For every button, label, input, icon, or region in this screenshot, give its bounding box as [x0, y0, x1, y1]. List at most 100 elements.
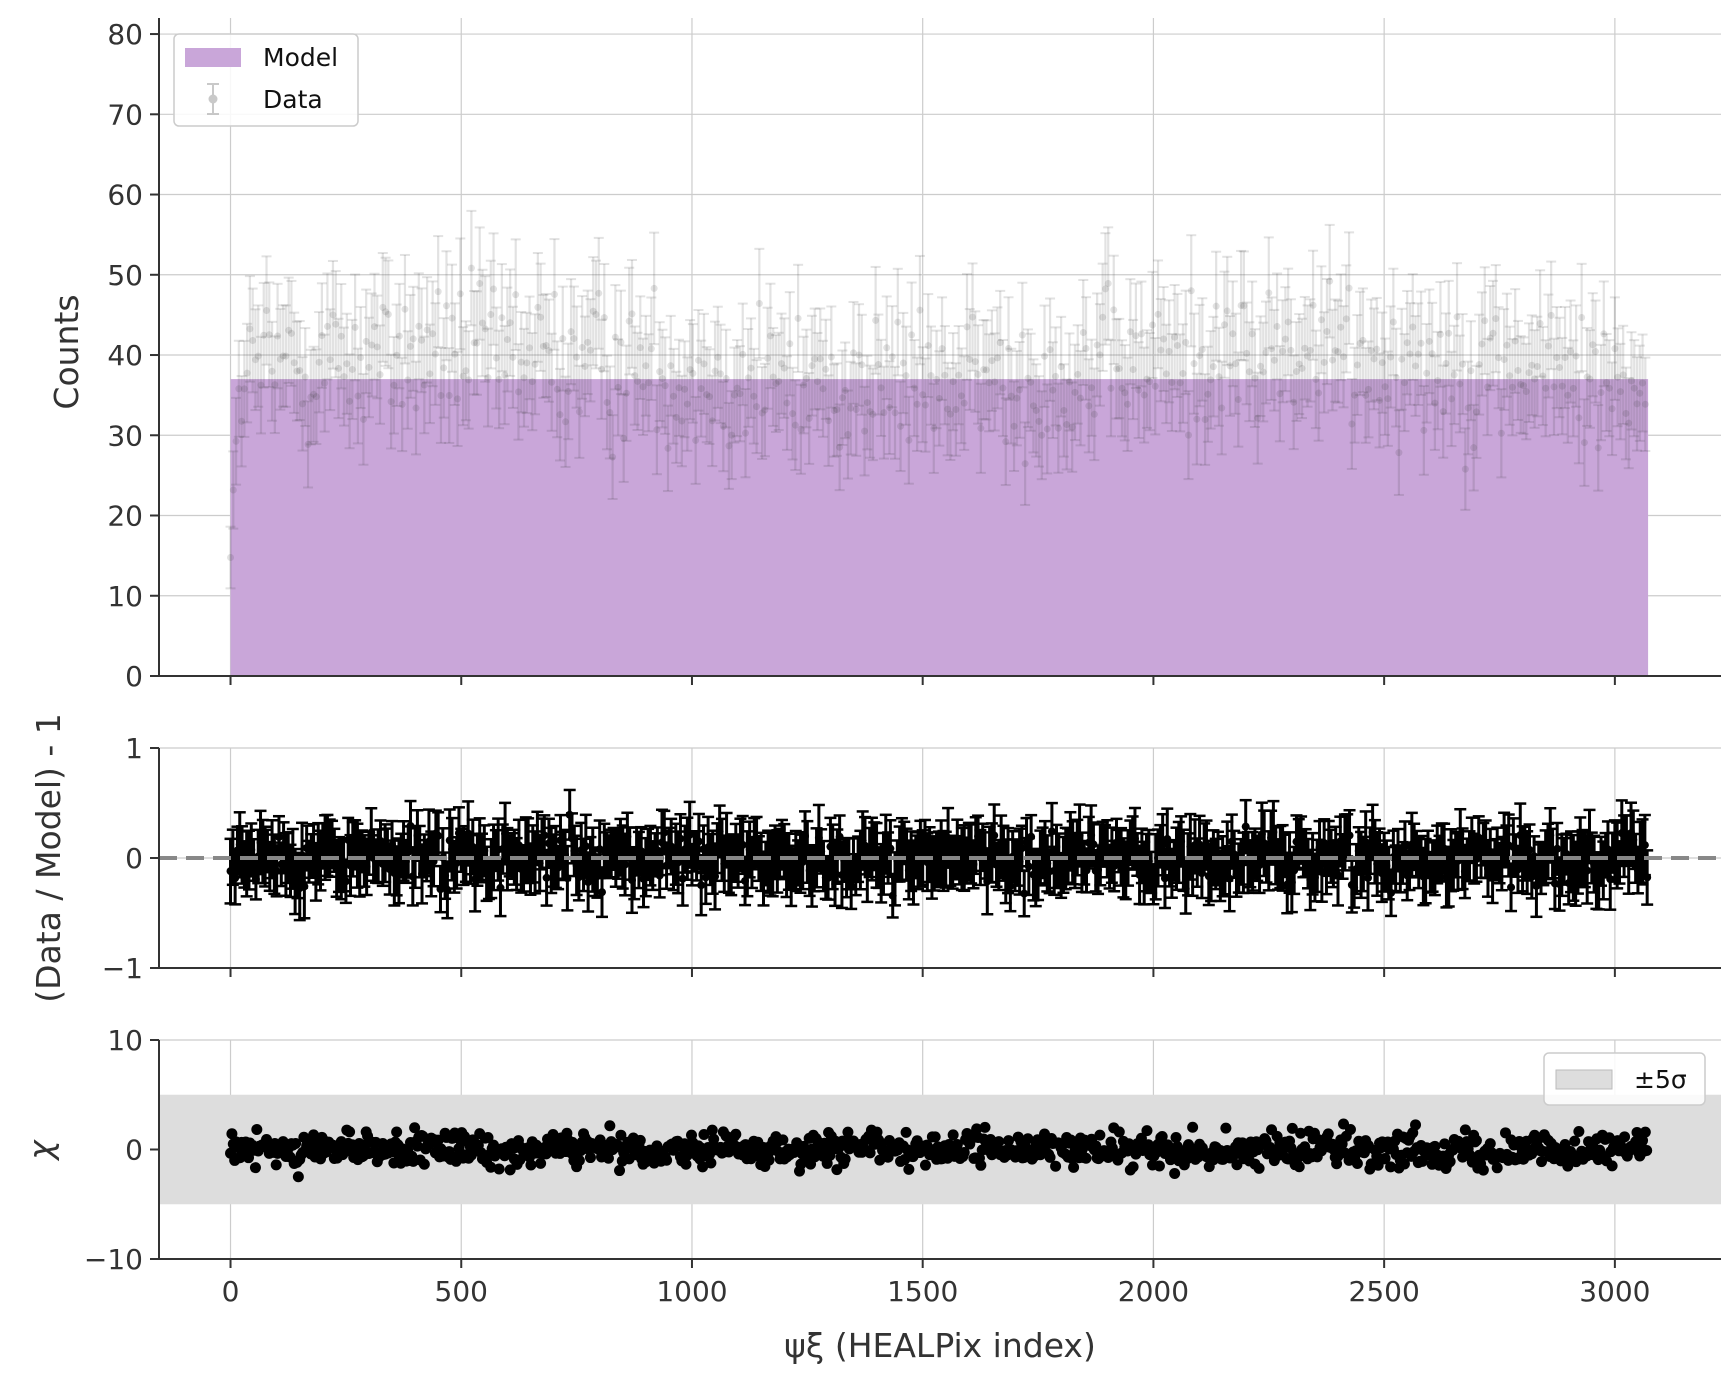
- data-point: [1268, 345, 1276, 353]
- data-point: [1550, 383, 1558, 391]
- chi-point: [251, 1124, 263, 1136]
- data-point: [786, 340, 794, 348]
- data-point: [517, 358, 525, 366]
- data-point: [592, 310, 600, 318]
- data-point: [741, 429, 749, 437]
- data-point: [1002, 438, 1010, 446]
- data-point: [1057, 363, 1065, 371]
- chi-point: [535, 1157, 547, 1169]
- data-point: [562, 418, 570, 426]
- data-point: [1005, 345, 1013, 353]
- data-point: [606, 408, 614, 416]
- data-point: [506, 319, 514, 327]
- data-point: [1403, 339, 1411, 347]
- data-point: [1611, 345, 1619, 353]
- data-point: [1240, 302, 1248, 310]
- data-point: [1171, 333, 1179, 341]
- data-point: [442, 302, 450, 310]
- data-point: [235, 385, 243, 393]
- data-point: [1270, 356, 1278, 364]
- data-point: [722, 375, 730, 383]
- data-point: [736, 390, 744, 398]
- ratio-point: [1241, 822, 1250, 831]
- data-point: [758, 409, 766, 417]
- data-point: [885, 404, 893, 412]
- data-point: [1442, 359, 1450, 367]
- ratio-point: [1363, 873, 1372, 882]
- data-point: [1558, 382, 1566, 390]
- y-tick-label: 60: [107, 179, 143, 212]
- data-point: [1162, 370, 1170, 378]
- data-point: [1223, 307, 1231, 315]
- data-point: [811, 355, 819, 363]
- data-point: [1597, 389, 1605, 397]
- data-point: [1608, 405, 1616, 413]
- data-point: [570, 335, 578, 343]
- y-tick-label: 10: [107, 580, 143, 613]
- data-point: [1118, 384, 1126, 392]
- data-point: [678, 417, 686, 425]
- data-point: [1113, 365, 1121, 373]
- chi-point: [249, 1162, 261, 1174]
- data-point: [658, 375, 666, 383]
- data-point: [957, 392, 965, 400]
- data-point: [1492, 315, 1500, 323]
- data-point: [370, 323, 378, 331]
- data-point: [495, 375, 503, 383]
- data-point: [232, 437, 240, 445]
- data-point: [916, 306, 924, 314]
- data-point: [963, 323, 971, 331]
- data-point: [744, 374, 752, 382]
- ratio-point: [738, 840, 747, 849]
- data-point: [1594, 444, 1602, 452]
- data-point: [1013, 394, 1021, 402]
- data-point: [944, 405, 952, 413]
- data-point: [343, 360, 351, 368]
- data-point: [1575, 414, 1583, 422]
- data-point: [534, 303, 542, 311]
- data-point: [1099, 313, 1107, 321]
- data-point: [523, 359, 531, 367]
- data-point: [550, 290, 558, 298]
- data-point: [866, 408, 874, 416]
- data-point: [440, 364, 448, 372]
- data-point: [1295, 360, 1303, 368]
- data-point: [390, 381, 398, 389]
- data-point: [415, 322, 423, 330]
- data-point: [692, 436, 700, 444]
- data-point: [1517, 381, 1525, 389]
- data-point: [1232, 360, 1240, 368]
- data-point: [1528, 361, 1536, 369]
- data-point: [1196, 352, 1204, 360]
- data-point: [586, 346, 594, 354]
- data-point: [1486, 334, 1494, 342]
- legend-data-label: Data: [263, 85, 323, 114]
- data-point: [1209, 363, 1217, 371]
- data-point: [822, 365, 830, 373]
- data-point: [827, 353, 835, 361]
- data-point: [282, 352, 290, 360]
- data-point: [1351, 391, 1359, 399]
- data-point: [883, 344, 891, 352]
- counts-y-ticks: 0 10 20 30 40 50 60 70 80: [107, 18, 159, 693]
- data-point: [1237, 301, 1245, 309]
- data-point: [575, 408, 583, 416]
- data-point: [365, 363, 373, 371]
- data-point: [238, 417, 246, 425]
- data-point: [609, 453, 617, 461]
- data-point: [966, 355, 974, 363]
- ratio-point: [1400, 842, 1409, 851]
- ratio-point: [1006, 882, 1015, 891]
- data-point: [899, 359, 907, 367]
- data-point: [714, 353, 722, 361]
- data-point: [982, 366, 990, 374]
- data-point: [642, 362, 650, 370]
- data-point: [484, 374, 492, 382]
- data-point: [1029, 402, 1037, 410]
- data-point: [653, 426, 661, 434]
- data-point: [1245, 368, 1253, 376]
- data-point: [938, 345, 946, 353]
- data-point: [750, 392, 758, 400]
